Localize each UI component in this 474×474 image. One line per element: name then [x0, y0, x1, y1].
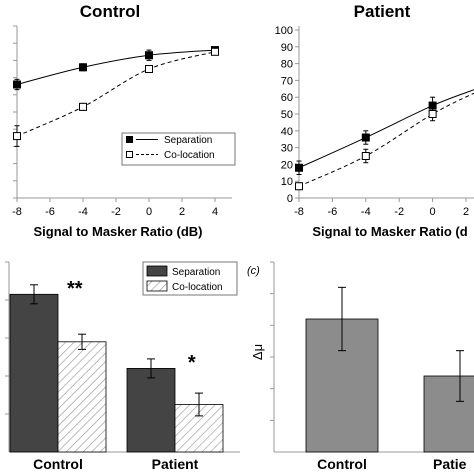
patient-separation-point	[295, 163, 303, 172]
patient-line-chart: Patient Signal to Masker Ratio (d -8 -6 -4…	[275, 2, 474, 239]
patient-y-tick-label: 10	[281, 176, 293, 188]
patient-x-tick-label: -8	[294, 206, 304, 218]
patient-y-tick-label: 30	[281, 143, 293, 155]
control-x-tick-label: -4	[78, 206, 88, 218]
bar-patient-separation	[126, 367, 176, 453]
patient-y-tick-label: 80	[281, 59, 293, 71]
control-line-chart: Control Signal to Masker Ratio (dB) Sepa…	[12, 2, 236, 239]
patient-co-location-point	[295, 182, 303, 191]
control-x-tick-label: -8	[12, 206, 22, 218]
grouped-bar-chart: Separation Co-location Control ** Patient *	[5, 261, 240, 472]
patient-y-tick-label: 60	[281, 92, 293, 104]
legend-colocation-label: Co-location	[164, 150, 215, 161]
control-separation-point	[13, 80, 21, 89]
patient-y-tick-label: 50	[281, 109, 293, 121]
bar-control-co-location	[57, 341, 107, 453]
control-x-tick-label: 4	[212, 206, 218, 218]
patient-x-tick-label: 2	[463, 206, 469, 218]
patient-y-tick-label: 20	[281, 159, 293, 171]
delta-mu-y-axis-label: Δμ	[250, 344, 265, 360]
delta-mu-category-label: Control	[317, 456, 367, 472]
control-x-tick-label: 2	[179, 206, 185, 218]
delta-mu-bar-chart: (c) Δμ Control Patie	[247, 261, 474, 472]
significance-marker: **	[67, 278, 83, 300]
control-separation-line	[16, 49, 216, 85]
patient-y-tick-label: 70	[281, 75, 293, 87]
significance-marker: *	[188, 352, 196, 374]
patient-y-tick-label: 90	[281, 42, 293, 54]
control-separation-point	[79, 63, 87, 72]
legend-colocation-label: Co-location	[172, 282, 223, 293]
control-co-location-line	[16, 51, 216, 137]
control-legend: Separation Co-location	[121, 132, 236, 166]
control-co-location-point	[211, 47, 219, 56]
control-legend-box	[121, 132, 236, 166]
legend-separation-label: Separation	[164, 135, 212, 146]
patient-x-tick-label: -6	[328, 206, 338, 218]
legend-separation-marker	[126, 136, 133, 143]
control-co-location-point	[13, 132, 21, 141]
patient-y-tick-label: 40	[281, 126, 293, 138]
patient-x-tick-label: -4	[361, 206, 371, 218]
patient-separation-point	[361, 133, 370, 142]
patient-co-location-line	[298, 92, 474, 187]
legend-colocation-swatch	[146, 280, 168, 292]
control-co-location-point	[145, 65, 153, 73]
patient-co-location-point	[428, 110, 437, 118]
panel-c-label: (c)	[247, 265, 260, 277]
bar-category-label: Control	[33, 456, 83, 472]
patient-y-tick-label: 0	[287, 193, 293, 205]
delta-mu-bar-patie	[423, 375, 474, 453]
bar-legend: Separation Co-location	[142, 261, 238, 296]
patient-x-tick-label: -2	[394, 206, 404, 218]
control-chart-title: Control	[80, 2, 140, 21]
legend-colocation-marker	[126, 151, 133, 158]
patient-chart-title: Patient	[354, 2, 411, 21]
legend-separation-label: Separation	[172, 267, 220, 278]
control-x-tick-label: -6	[45, 206, 55, 218]
patient-co-location-point	[361, 152, 370, 160]
delta-mu-category-label: Patie	[433, 456, 467, 472]
control-x-tick-label: -2	[111, 206, 121, 218]
control-co-location-point	[79, 102, 87, 111]
control-x-axis-label: Signal to Masker Ratio (dB)	[33, 224, 202, 239]
bar-control-separation	[9, 293, 59, 453]
legend-separation-swatch	[146, 265, 168, 277]
patient-separation-line	[298, 89, 474, 169]
control-separation-point	[145, 51, 153, 60]
patient-y-tick-label: 100	[275, 25, 293, 37]
control-x-tick-label: 0	[146, 206, 152, 218]
bar-category-label: Patient	[152, 456, 199, 472]
patient-x-tick-label: 0	[430, 206, 436, 218]
patient-x-axis-label: Signal to Masker Ratio (d	[312, 224, 467, 239]
